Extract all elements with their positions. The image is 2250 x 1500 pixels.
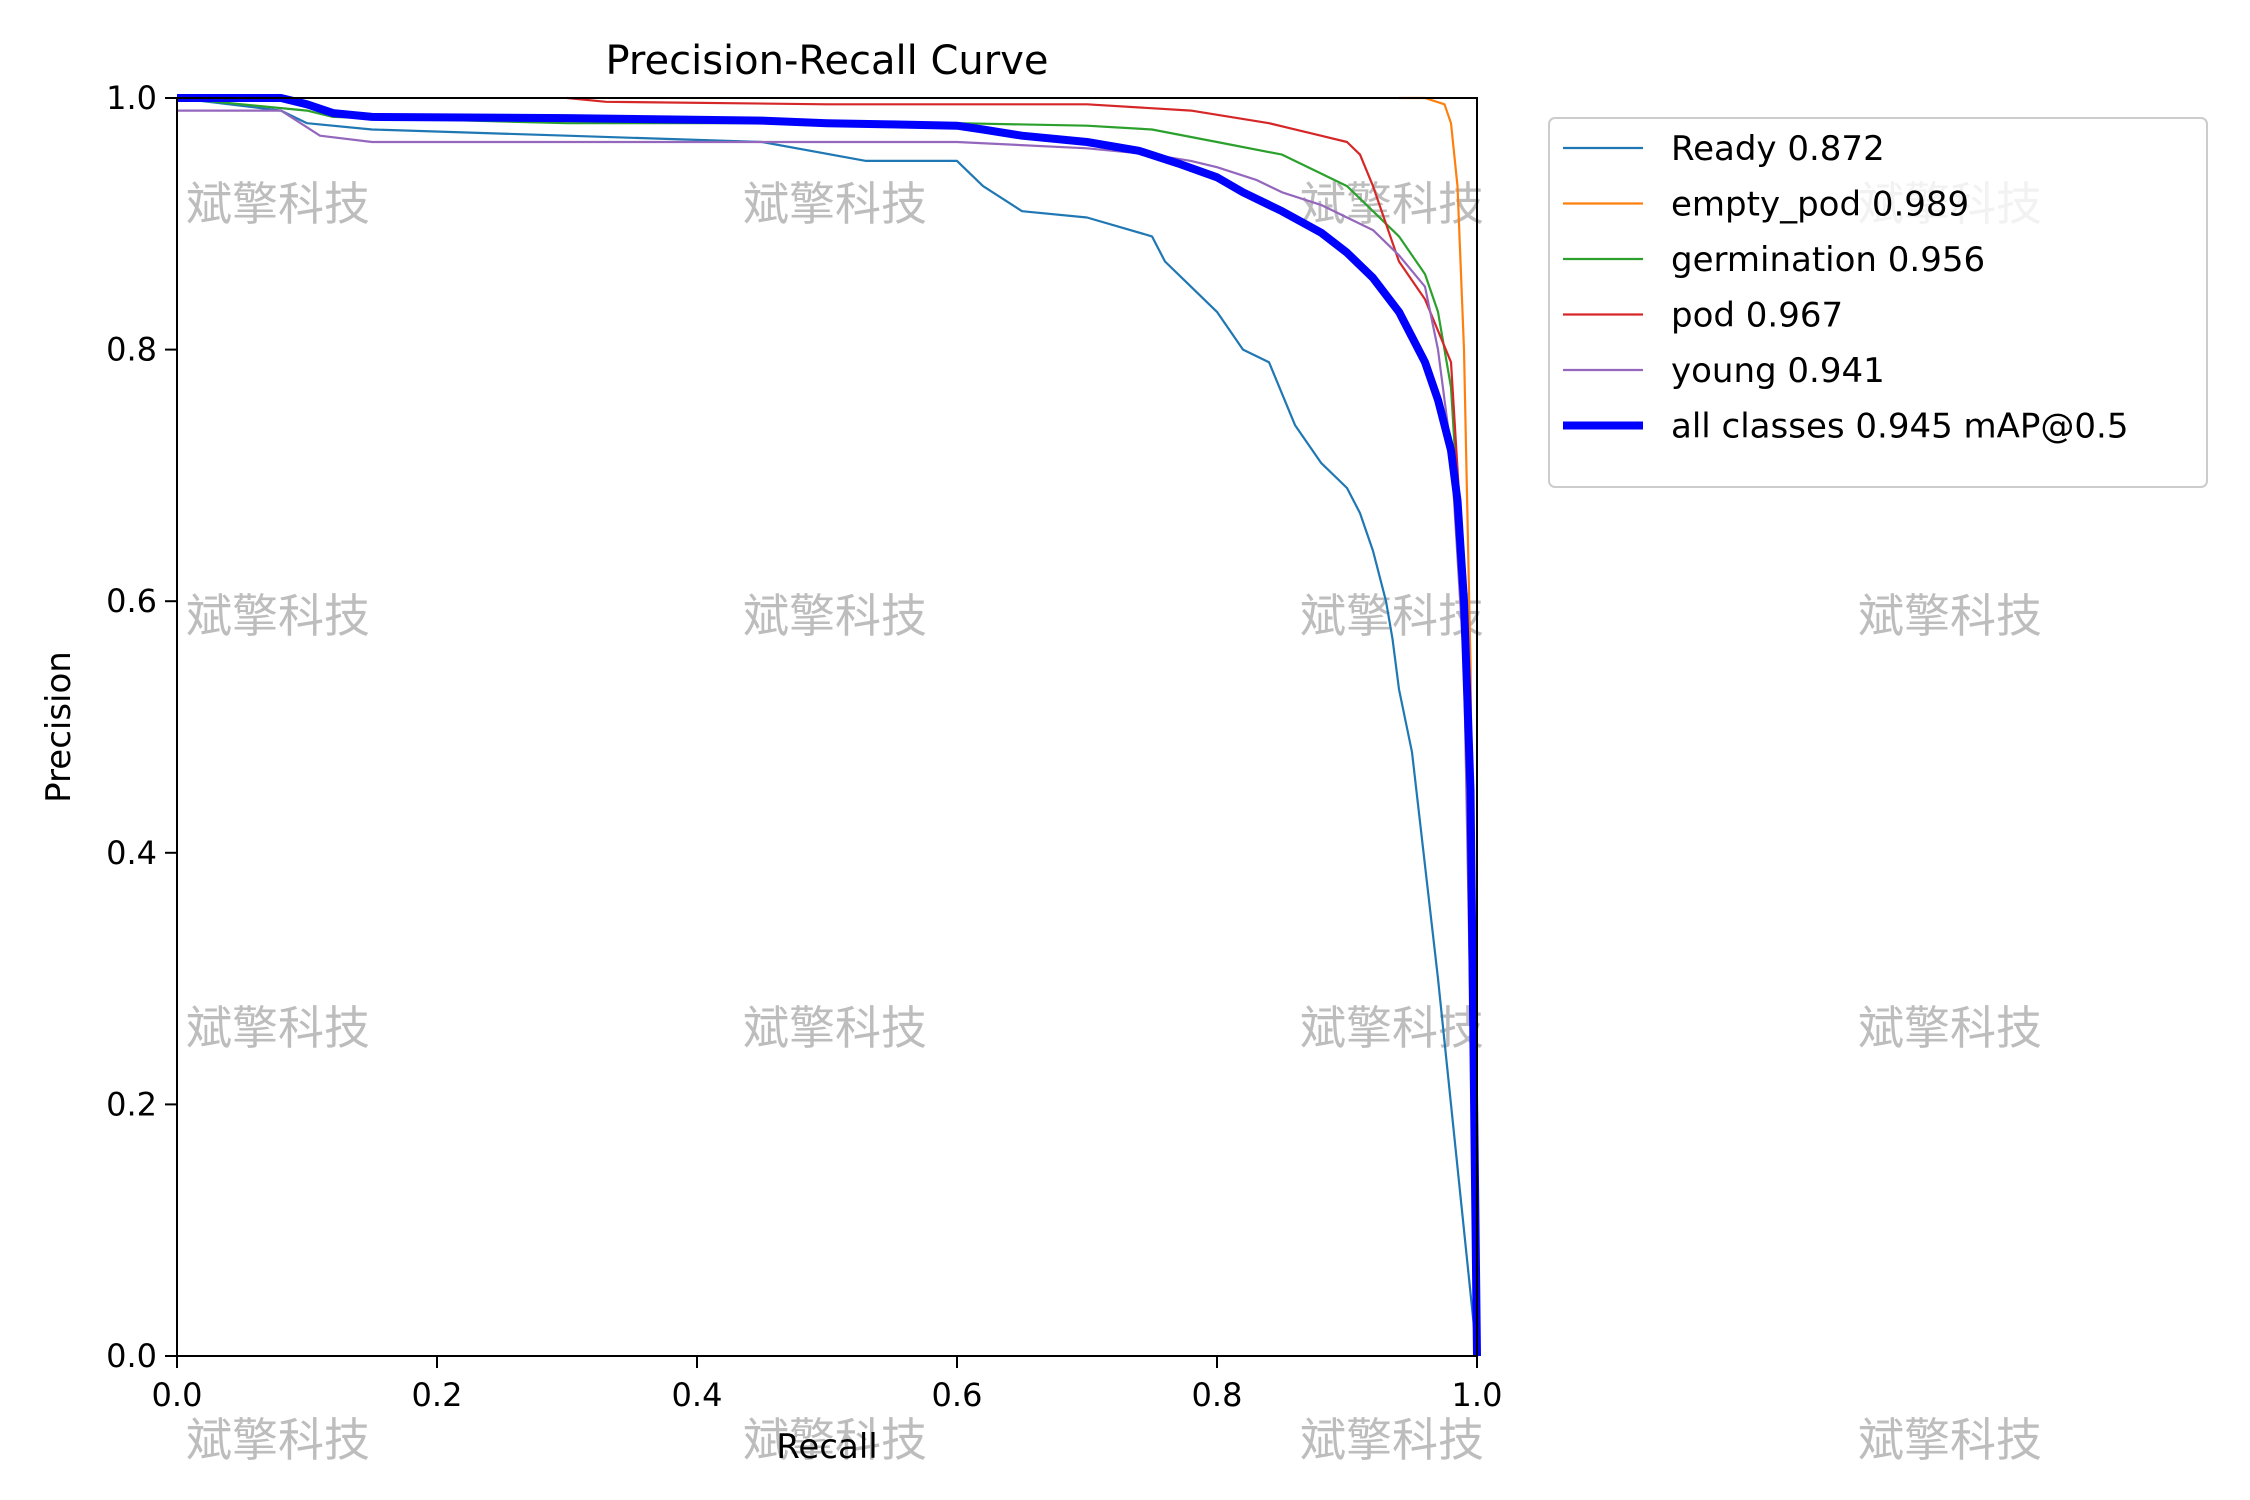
legend-label-5: all classes 0.945 mAP@0.5 bbox=[1671, 407, 2128, 447]
plot-area-frame bbox=[176, 97, 1478, 1357]
legend-frame bbox=[1548, 117, 2208, 488]
watermark-text: 斌擎科技 bbox=[743, 1413, 927, 1467]
watermark-text: 斌擎科技 bbox=[186, 1413, 370, 1467]
y-axis-ticks: 0.0 0.2 0.4 0.6 0.8 1.0 bbox=[106, 79, 177, 1375]
series-layer bbox=[176, 94, 1481, 1357]
x-tick-label: 0.4 bbox=[672, 1376, 723, 1414]
x-tick-label: 0.2 bbox=[412, 1376, 463, 1414]
watermark-text: 斌擎科技 bbox=[1300, 177, 1484, 231]
watermark-text: 斌擎科技 bbox=[1858, 589, 2042, 643]
watermark-text: 斌擎科技 bbox=[1858, 1413, 2042, 1467]
y-tick-label: 0.0 bbox=[106, 1337, 157, 1375]
legend: Ready 0.872 empty_pod 0.989 germination 0.… bbox=[1548, 117, 2208, 488]
x-tick-label: 0.8 bbox=[1192, 1376, 1243, 1414]
series-line-4 bbox=[177, 109, 1479, 1357]
watermark-text: 斌擎科技 bbox=[743, 1001, 927, 1055]
series-line-1 bbox=[1399, 96, 1479, 1357]
watermark-text: 斌擎科技 bbox=[186, 177, 370, 231]
chart-title: Precision-Recall Curve bbox=[606, 38, 1049, 84]
x-axis-label: Recall bbox=[776, 1427, 877, 1467]
y-tick-label: 0.2 bbox=[106, 1085, 157, 1123]
watermark-text: 斌擎科技 bbox=[743, 589, 927, 643]
watermark-text: 斌擎科技 bbox=[186, 589, 370, 643]
watermark-text: 斌擎科技 bbox=[743, 177, 927, 231]
watermark-text: 斌擎科技 bbox=[1858, 1001, 2042, 1055]
x-tick-label: 1.0 bbox=[1452, 1376, 1503, 1414]
y-tick-label: 0.4 bbox=[106, 834, 157, 872]
legend-label-1: empty_pod 0.989 bbox=[1671, 185, 1969, 225]
x-tick-label: 0.6 bbox=[932, 1376, 983, 1414]
y-tick-label: 1.0 bbox=[106, 79, 157, 117]
series-line-2 bbox=[176, 96, 1479, 1357]
series-line-3 bbox=[566, 96, 1479, 1357]
x-tick-label: 0.0 bbox=[152, 1376, 203, 1414]
legend-label-2: germination 0.956 bbox=[1671, 240, 1985, 280]
watermark-text: 斌擎科技 bbox=[1300, 1001, 1484, 1055]
y-axis-label: Precision bbox=[39, 651, 79, 803]
series-line-0 bbox=[176, 96, 1479, 1357]
x-axis-ticks: 0.0 0.2 0.4 0.6 0.8 1.0 bbox=[152, 1356, 1503, 1414]
legend-label-3: pod 0.967 bbox=[1671, 296, 1843, 336]
legend-label-0: Ready 0.872 bbox=[1671, 129, 1885, 169]
y-tick-label: 0.8 bbox=[106, 331, 157, 369]
legend-label-4: young 0.941 bbox=[1671, 351, 1885, 391]
watermark-text: 斌擎科技 bbox=[186, 1001, 370, 1055]
y-tick-label: 0.6 bbox=[106, 582, 157, 620]
series-line-5 bbox=[177, 94, 1481, 1357]
watermark-text: 斌擎科技 bbox=[1300, 1413, 1484, 1467]
